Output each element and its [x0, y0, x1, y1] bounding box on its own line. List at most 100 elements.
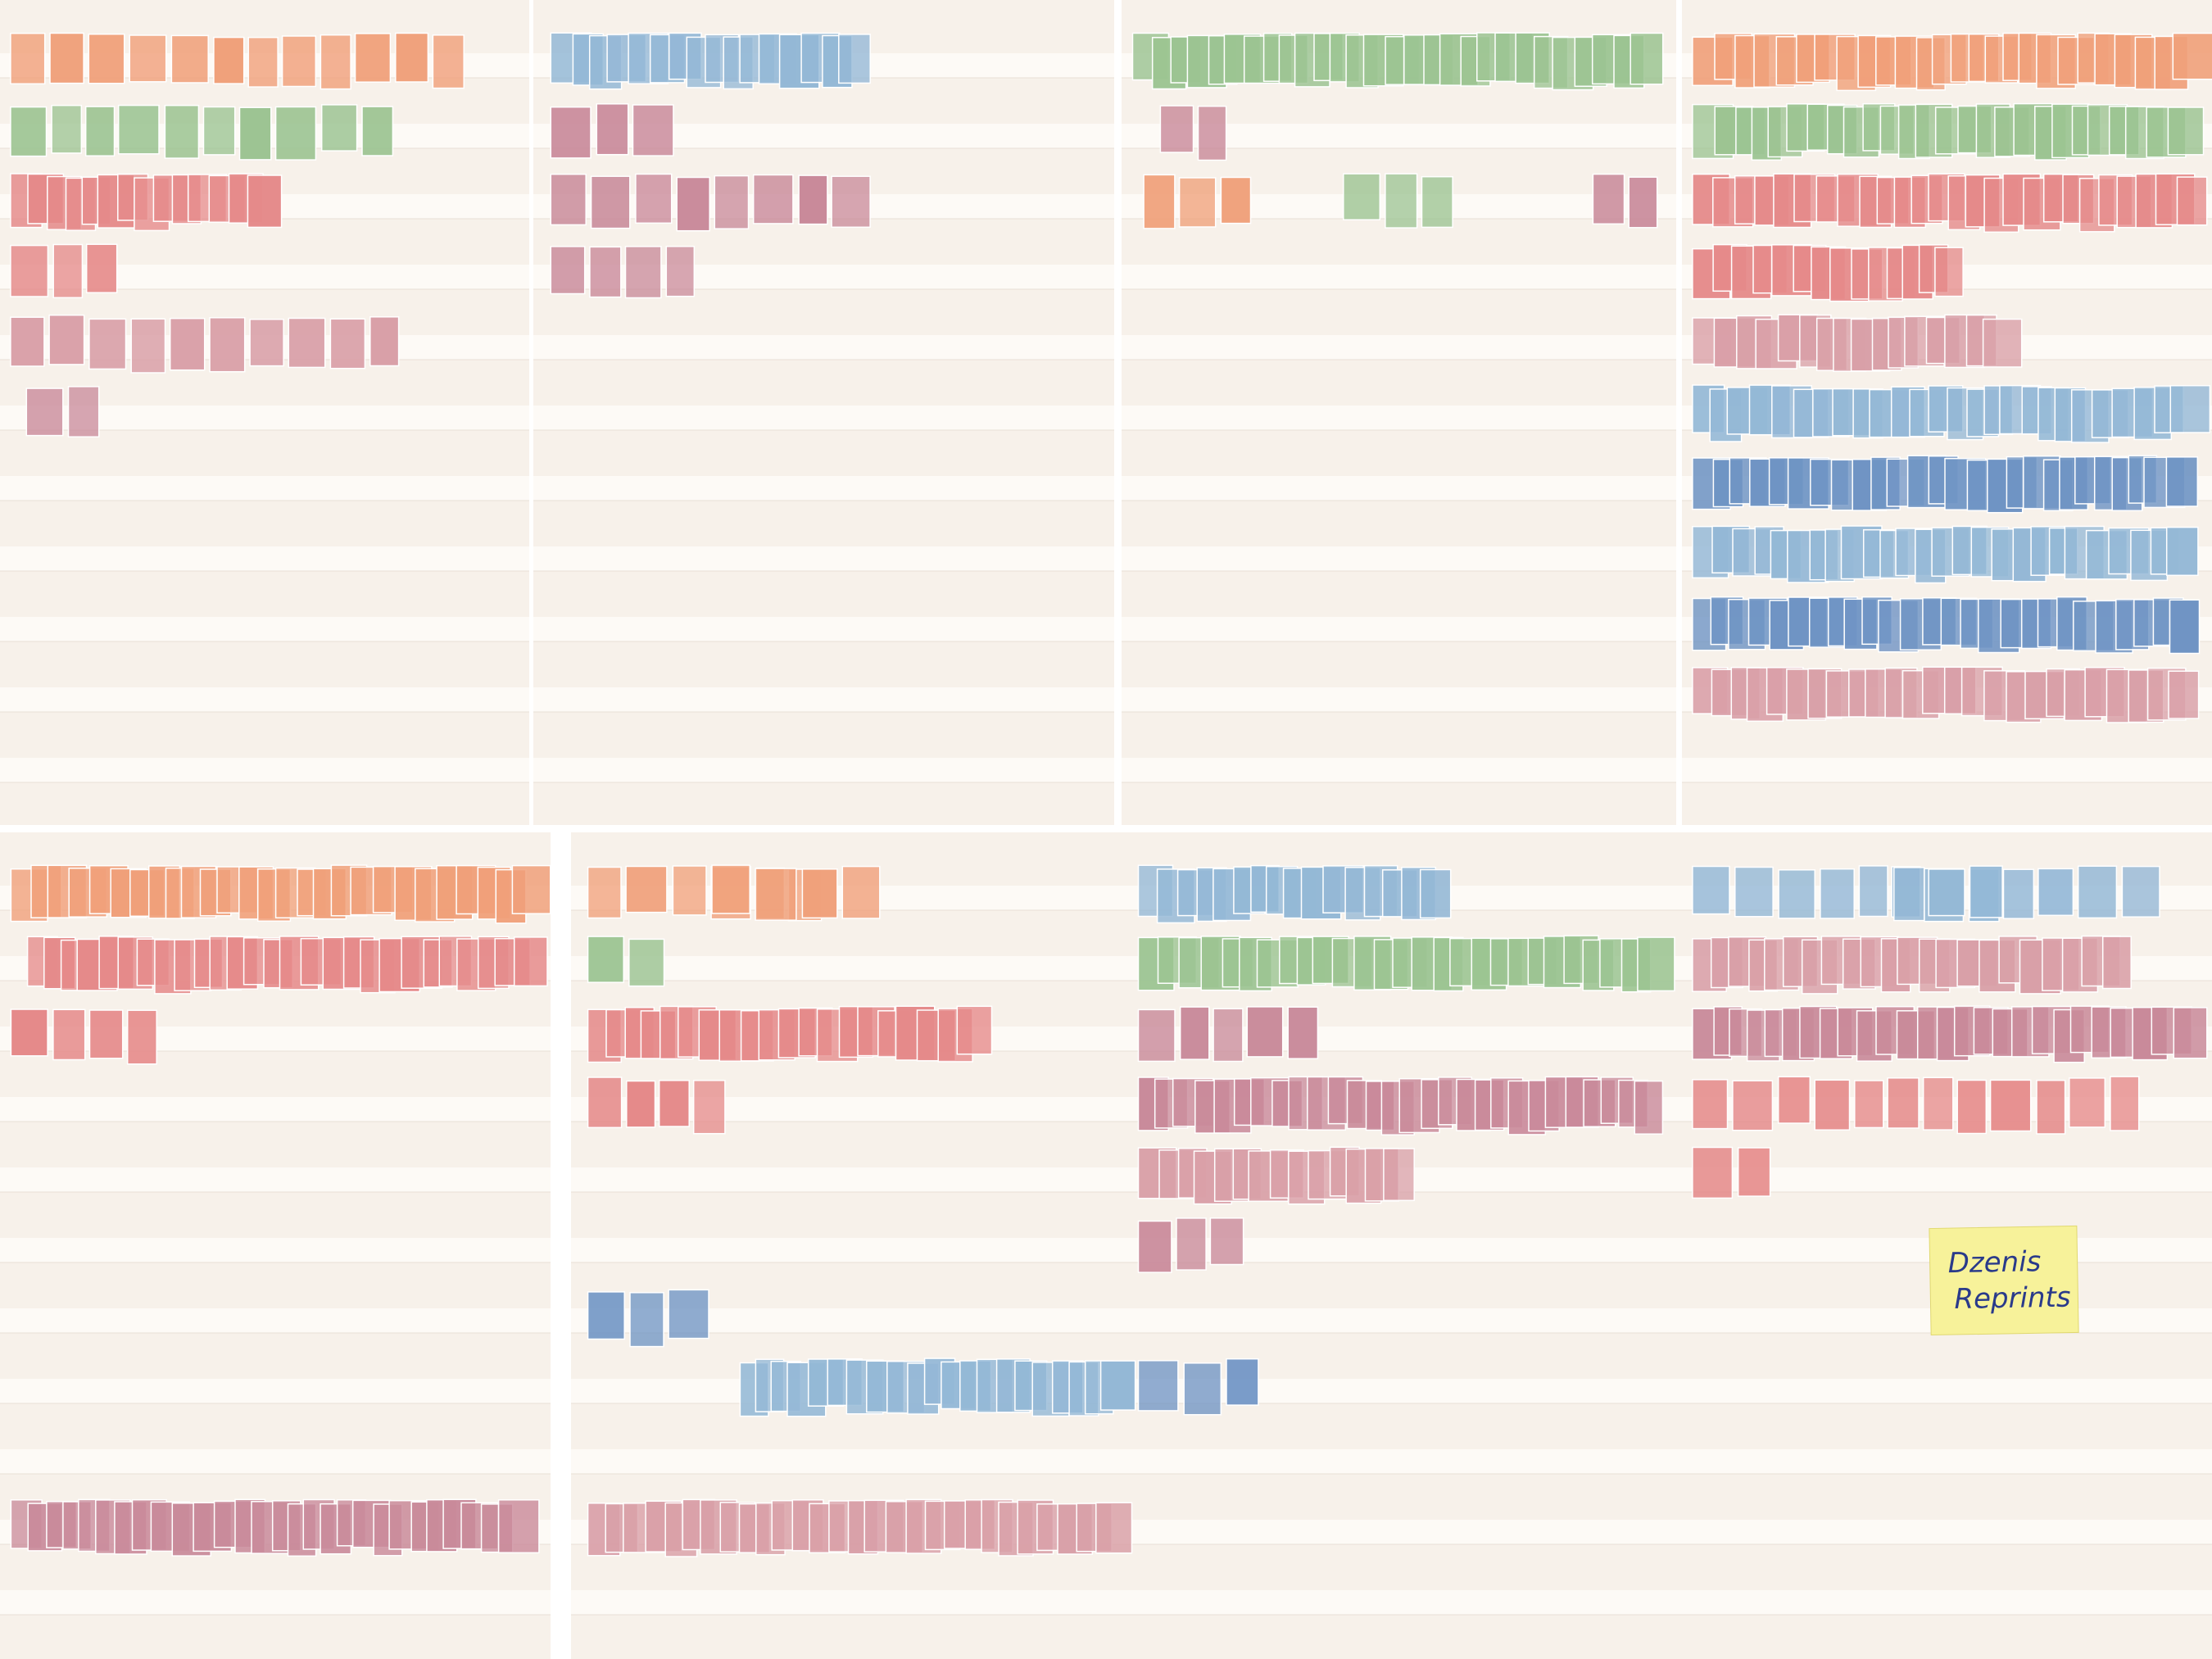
stamp	[2168, 670, 2200, 719]
stamp	[281, 35, 317, 88]
stamp	[1421, 175, 1453, 229]
stamp	[202, 106, 236, 156]
stamp	[755, 868, 797, 921]
stamp	[1692, 1079, 1729, 1130]
stamp	[10, 106, 48, 157]
stamp	[1383, 1148, 1415, 1202]
strip	[1122, 617, 1676, 641]
stamp	[126, 1009, 157, 1065]
stamp	[711, 864, 750, 914]
stamp	[714, 175, 750, 229]
strip	[0, 758, 529, 782]
stamp	[2169, 384, 2211, 433]
stamp	[625, 865, 668, 913]
stamp	[10, 32, 46, 85]
stamp	[1226, 1358, 1259, 1406]
strip	[533, 476, 1114, 501]
strip	[0, 1379, 551, 1403]
stamp	[1982, 318, 2023, 368]
stamp	[550, 106, 592, 159]
stamp	[2077, 865, 2118, 919]
stamp	[672, 865, 707, 916]
strip	[1127, 1520, 1682, 1544]
stamp	[1778, 869, 1815, 919]
strip	[533, 758, 1114, 782]
strip	[0, 617, 529, 641]
stamp	[320, 104, 358, 152]
stamp	[587, 936, 624, 983]
strip	[1122, 546, 1676, 571]
stamp	[49, 32, 84, 84]
stamp	[1246, 1006, 1284, 1058]
strip	[1122, 687, 1676, 712]
stamp	[1220, 176, 1252, 224]
stamp	[801, 868, 838, 919]
strip	[571, 1449, 1135, 1474]
stamp	[587, 1077, 623, 1129]
strip	[1127, 1590, 1682, 1615]
stamp	[2101, 936, 2132, 990]
stamp	[596, 103, 629, 156]
stamp	[1734, 866, 1774, 918]
stamp	[1692, 1146, 1734, 1199]
stamp	[1213, 1008, 1244, 1063]
stamp	[1159, 105, 1194, 153]
strip	[1122, 758, 1676, 782]
stamp	[247, 175, 283, 229]
strip	[571, 1590, 1135, 1615]
stamp	[67, 386, 100, 437]
stamp	[2002, 868, 2035, 919]
stamp	[88, 318, 127, 370]
sticky-note: Dzenis Reprints	[1929, 1225, 2079, 1336]
stamp	[2036, 1079, 2066, 1135]
stamp	[497, 1499, 540, 1554]
stamp	[1692, 865, 1730, 915]
stamp	[632, 104, 674, 156]
stamp	[1956, 1079, 1988, 1135]
stamp	[2169, 599, 2201, 655]
stamp	[1969, 865, 2003, 918]
stamp	[1178, 177, 1217, 228]
strip	[1682, 1379, 2212, 1403]
strip	[571, 956, 1135, 981]
stamp	[589, 246, 622, 298]
stamp	[1989, 1079, 2032, 1132]
stamp	[1592, 173, 1625, 225]
stamp	[1095, 1502, 1133, 1554]
stamp	[1928, 868, 1965, 917]
stamp	[1287, 1006, 1319, 1059]
stamp	[1630, 32, 1664, 85]
strip	[1127, 1027, 1682, 1051]
stamps	[10, 32, 2212, 1557]
stamp	[51, 104, 83, 154]
stamp	[274, 106, 317, 161]
stamp	[1732, 1080, 1774, 1131]
stamp	[354, 33, 392, 83]
stamp	[1634, 1080, 1664, 1135]
stamp	[841, 865, 881, 919]
stamp	[10, 316, 45, 367]
strip	[1122, 476, 1676, 501]
stamp	[658, 1080, 690, 1127]
stamp	[587, 866, 622, 919]
stamp	[164, 104, 200, 159]
stamp	[249, 319, 284, 367]
stamp	[1893, 867, 1925, 922]
strip	[1122, 265, 1676, 289]
stamp	[956, 1005, 993, 1055]
stamp	[798, 175, 828, 225]
stamp	[1197, 105, 1227, 161]
stamp	[1099, 1360, 1136, 1411]
stamp	[1419, 868, 1452, 919]
strip	[0, 1097, 551, 1122]
stamp	[635, 173, 673, 224]
stamp	[170, 34, 209, 84]
stamp	[1137, 1360, 1179, 1412]
stamp	[88, 33, 125, 84]
stamp	[2176, 176, 2208, 226]
stamp	[1814, 1079, 1851, 1131]
stamp	[48, 314, 85, 365]
strip	[0, 687, 529, 712]
stamp	[2069, 1077, 2106, 1128]
